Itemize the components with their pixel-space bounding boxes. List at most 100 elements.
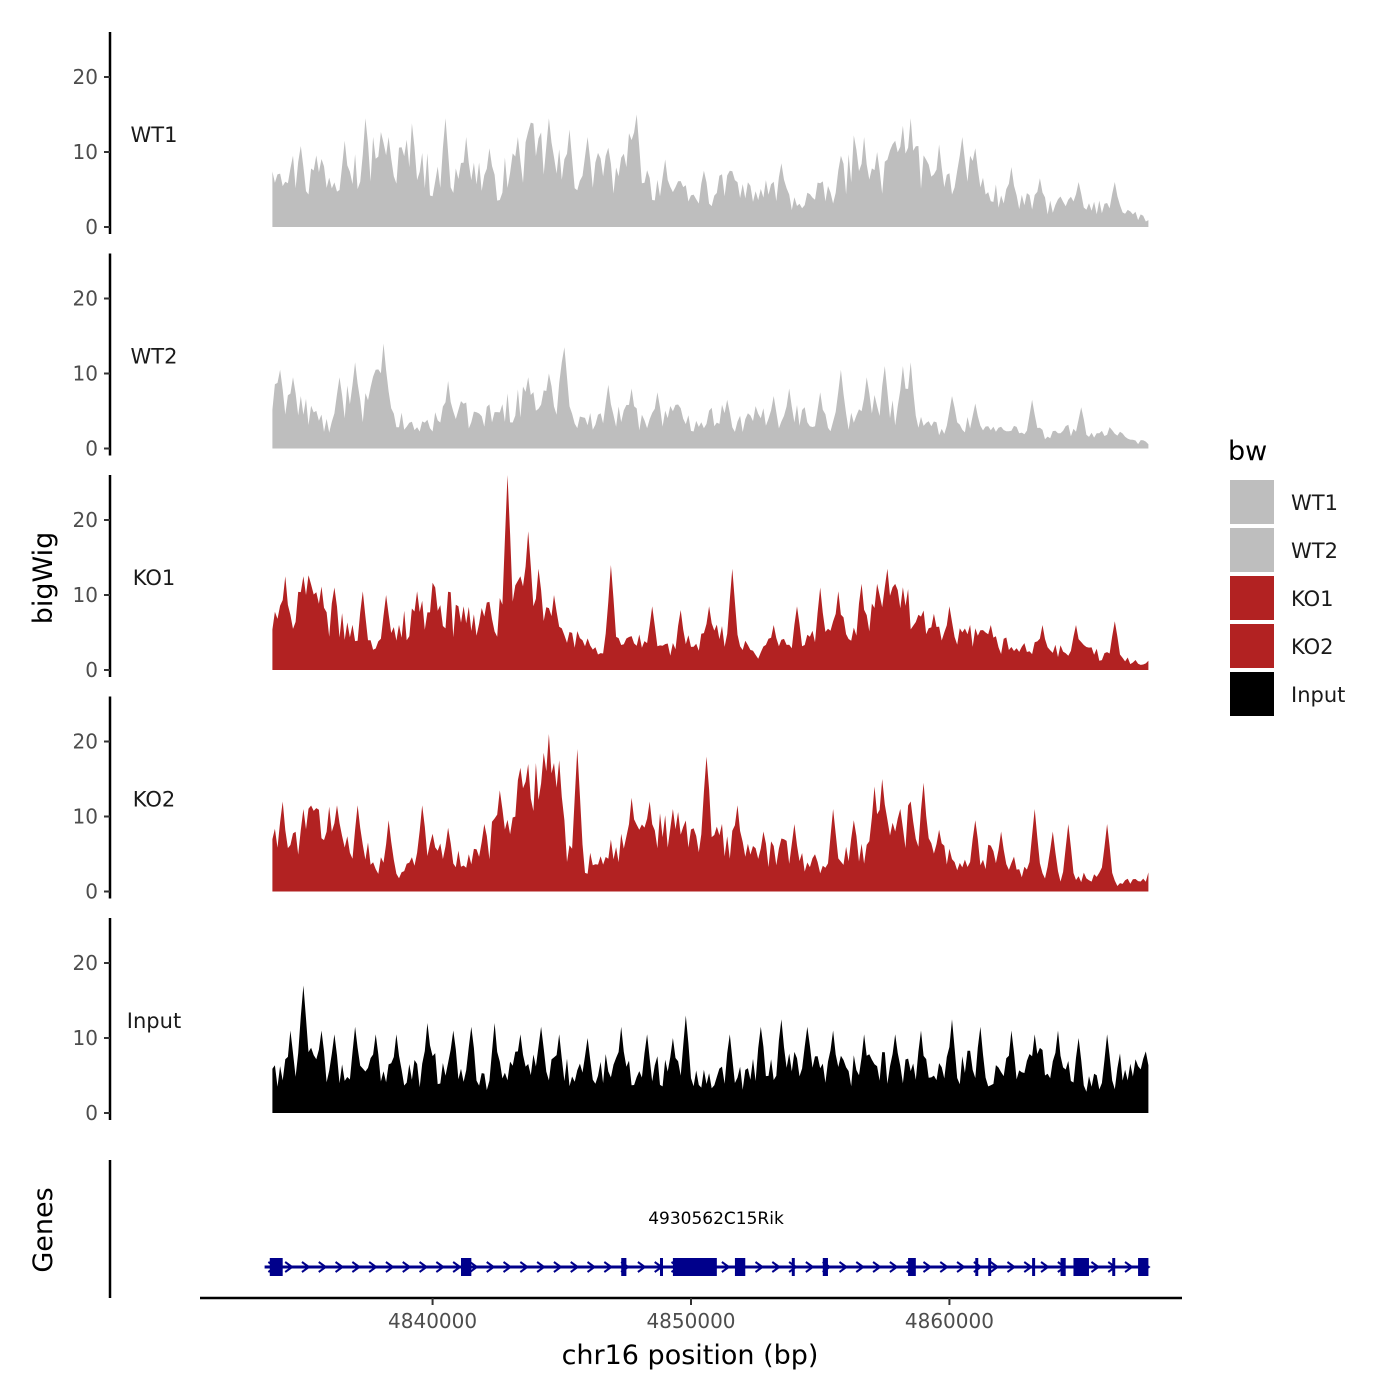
y-tick-label: 20 (73, 730, 98, 754)
exon-block (822, 1258, 828, 1276)
genes-panel: 4930562C15Rik (108, 1160, 1151, 1298)
track-label: Input (127, 1009, 181, 1033)
strand-arrow (754, 1261, 765, 1273)
exon-block (908, 1258, 916, 1276)
strand-arrow (1124, 1261, 1134, 1273)
track-label: WT2 (131, 345, 178, 369)
legend-swatch-ko1 (1230, 576, 1274, 620)
signal-area (272, 475, 1149, 670)
exon-block (1112, 1258, 1116, 1276)
y-tick-label: 20 (73, 508, 98, 532)
legend-label-ko2: KO2 (1291, 635, 1334, 659)
exon-block (659, 1258, 663, 1276)
legend-swatch-wt1 (1230, 480, 1274, 524)
strand-arrow (721, 1261, 731, 1273)
strand-arrow (469, 1261, 479, 1273)
track-label: WT1 (131, 123, 178, 147)
exon-block (1060, 1258, 1066, 1276)
exon-block (988, 1258, 992, 1276)
legend-title: bw (1228, 436, 1267, 467)
exon-block (975, 1258, 979, 1276)
exon-block (791, 1258, 795, 1276)
track-label: KO2 (133, 788, 176, 812)
strand-arrow (402, 1261, 412, 1273)
strand-arrow (956, 1261, 966, 1273)
exon-block (461, 1258, 472, 1276)
y-tick-label: 0 (85, 880, 98, 904)
legend-label-wt2: WT2 (1291, 539, 1338, 563)
strand-arrow (788, 1261, 798, 1273)
strand-arrow (990, 1261, 1000, 1273)
strand-arrow (301, 1261, 311, 1273)
strand-arrow (553, 1261, 563, 1273)
strand-arrow (486, 1261, 496, 1273)
strand-arrow (536, 1261, 546, 1273)
strand-arrow (889, 1261, 899, 1273)
track-wt1: 0 10 20 WT1 (73, 32, 1149, 239)
strand-arrow (872, 1261, 882, 1273)
strand-arrow (1023, 1261, 1033, 1273)
strand-arrow (318, 1261, 328, 1273)
legend-swatch-ko2 (1230, 624, 1274, 668)
strand-arrow (334, 1261, 345, 1273)
signal-area (272, 985, 1149, 1113)
y-tick-label: 10 (73, 1026, 98, 1050)
exon-block (734, 1258, 746, 1276)
strand-arrow (351, 1261, 362, 1273)
legend-swatch-wt2 (1230, 528, 1274, 572)
signal-area (272, 114, 1149, 227)
y-tick-label: 20 (73, 65, 98, 89)
y-tick-label: 10 (73, 805, 98, 829)
y-tick-label: 0 (85, 215, 98, 239)
strand-arrow (1090, 1261, 1101, 1273)
strand-arrow (586, 1261, 597, 1273)
y-tick-label: 0 (85, 1101, 98, 1125)
y-tick-label: 20 (73, 951, 98, 975)
strand-arrow (284, 1261, 294, 1273)
legend: bw WT1 WT2 KO1 KO2 Input (1228, 436, 1345, 716)
track-ko1: 0 10 20 KO1 (73, 475, 1149, 682)
strand-arrow (805, 1261, 815, 1273)
y-tick-label: 0 (85, 437, 98, 461)
legend-swatch-input (1230, 672, 1274, 716)
genes-axis-title: Genes (28, 1187, 59, 1272)
legend-label-ko1: KO1 (1291, 587, 1334, 611)
legend-label-input: Input (1291, 683, 1345, 707)
strand-arrow (519, 1261, 530, 1273)
strand-arrow (637, 1261, 647, 1273)
strand-arrow (385, 1261, 395, 1273)
track-label: KO1 (133, 566, 176, 590)
strand-arrow (502, 1261, 513, 1273)
strand-arrow (570, 1261, 580, 1273)
signal-area (272, 343, 1149, 449)
track-input: 0 10 20 Input (73, 918, 1149, 1125)
x-tick-label: 4860000 (905, 1309, 994, 1333)
exon-block (1073, 1258, 1089, 1276)
strand-arrow (1006, 1261, 1017, 1273)
y-tick-label: 20 (73, 287, 98, 311)
strand-arrow (1107, 1261, 1117, 1273)
tracks-layer: 0 10 20 WT1 0 10 20 WT2 0 10 20 KO1 0 10 20 KO2 0 10 20 Inp… (73, 32, 1149, 1125)
strand-arrow (838, 1261, 849, 1273)
exon-block (672, 1258, 717, 1276)
x-tick-label: 4840000 (388, 1309, 477, 1333)
strand-arrow (435, 1261, 446, 1273)
strand-arrow (771, 1261, 781, 1273)
x-tick-label: 4850000 (646, 1309, 735, 1333)
strand-arrow (939, 1261, 949, 1273)
x-axis: 4840000 4850000 4860000 (200, 1296, 1182, 1333)
strand-arrow (603, 1261, 614, 1273)
legend-label-wt1: WT1 (1291, 491, 1338, 515)
strand-arrow (855, 1261, 865, 1273)
x-axis-title: chr16 position (bp) (562, 1340, 819, 1371)
strand-arrow (452, 1261, 462, 1273)
strand-arrow (922, 1261, 933, 1273)
y-axis-title: bigWig (28, 532, 59, 625)
strand-arrow (1040, 1261, 1050, 1273)
y-tick-label: 10 (73, 140, 98, 164)
track-wt2: 0 10 20 WT2 (73, 253, 1149, 461)
track-ko2: 0 10 20 KO2 (73, 696, 1149, 904)
exon-block (269, 1258, 283, 1276)
exon-block (1138, 1258, 1149, 1276)
